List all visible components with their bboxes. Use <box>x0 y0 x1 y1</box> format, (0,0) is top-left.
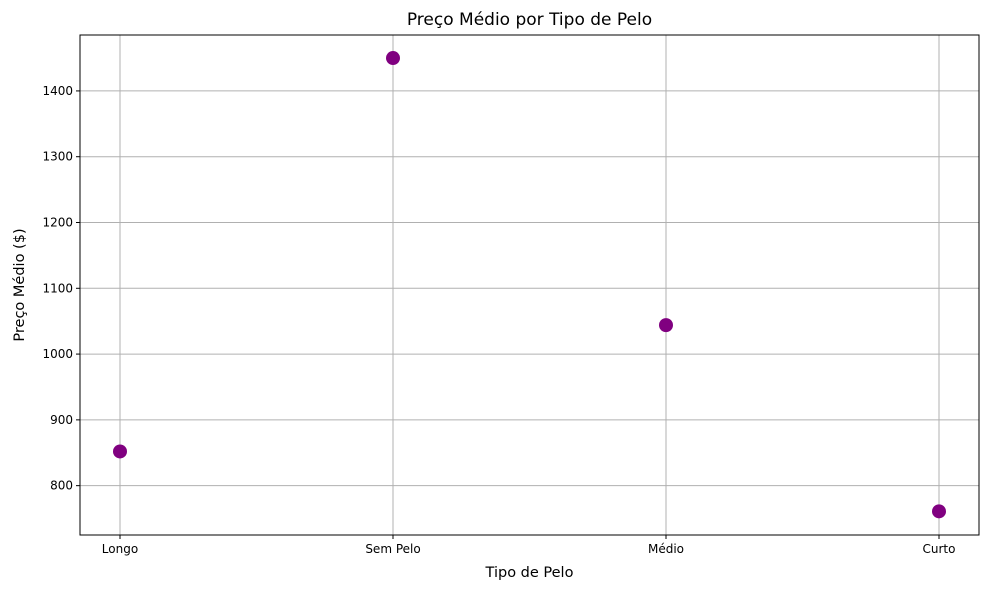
y-tick-label: 900 <box>50 413 73 427</box>
y-tick-label: 1400 <box>42 84 73 98</box>
x-axis-ticks: Longo Sem Pelo Médio Curto <box>102 535 956 556</box>
y-tick-label: 1100 <box>42 281 73 295</box>
y-tick-label: 1300 <box>42 150 73 164</box>
x-tick-label: Sem Pelo <box>365 542 420 556</box>
data-point <box>386 51 400 66</box>
data-point <box>113 444 127 459</box>
data-point <box>932 504 946 519</box>
x-tick-label: Médio <box>648 542 684 556</box>
y-tick-label: 1200 <box>42 216 73 230</box>
grid-lines <box>80 35 979 535</box>
x-tick-label: Curto <box>923 542 956 556</box>
y-tick-label: 800 <box>50 479 73 493</box>
y-tick-label: 1000 <box>42 347 73 361</box>
plot-area-frame <box>79 34 980 536</box>
y-axis-title: Preço Médio ($) <box>12 228 28 341</box>
data-point <box>659 318 673 333</box>
chart-title: Preço Médio por Tipo de Pelo <box>407 10 652 30</box>
x-tick-label: Longo <box>102 542 138 556</box>
x-axis-title: Tipo de Pelo <box>485 565 574 581</box>
data-points <box>113 51 946 519</box>
y-axis-ticks: 800 900 1000 1100 1200 1300 1400 <box>42 84 80 493</box>
